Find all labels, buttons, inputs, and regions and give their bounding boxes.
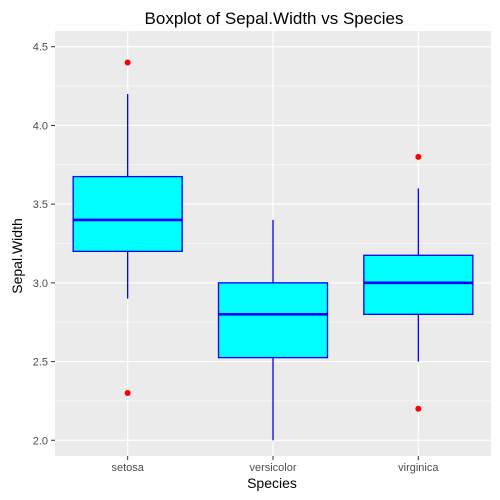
y-axis-title: Sepal.Width [9, 218, 25, 293]
box-versicolor [217, 219, 329, 441]
x-axis-ticks: setosa versicolor virginica [111, 456, 439, 474]
boxes [72, 59, 474, 441]
y-tick-label: 3.0 [33, 278, 48, 290]
outlier-point [124, 59, 131, 66]
y-tick-label: 4.0 [33, 120, 48, 132]
x-tick-label: virginica [398, 462, 439, 474]
box-setosa [72, 59, 183, 397]
outlier-point [124, 390, 131, 397]
iqr-box [72, 175, 183, 253]
x-axis-title: Species [247, 475, 297, 491]
outlier-point [415, 153, 422, 160]
y-tick-label: 2.0 [33, 435, 48, 447]
y-tick-label: 2.5 [33, 357, 48, 369]
y-tick-label: 3.5 [33, 199, 48, 211]
iqr-box [363, 254, 474, 315]
outlier-point [415, 405, 422, 412]
y-tick-label: 4.5 [33, 42, 48, 54]
chart-title: Boxplot of Sepal.Width vs Species [145, 9, 404, 28]
x-tick-label: setosa [111, 462, 144, 474]
iqr-box [217, 282, 329, 359]
x-tick-label: versicolor [249, 462, 296, 474]
box-virginica [363, 153, 474, 412]
y-axis-ticks: 2.0 2.5 3.0 3.5 4.0 4.5 [33, 42, 55, 447]
